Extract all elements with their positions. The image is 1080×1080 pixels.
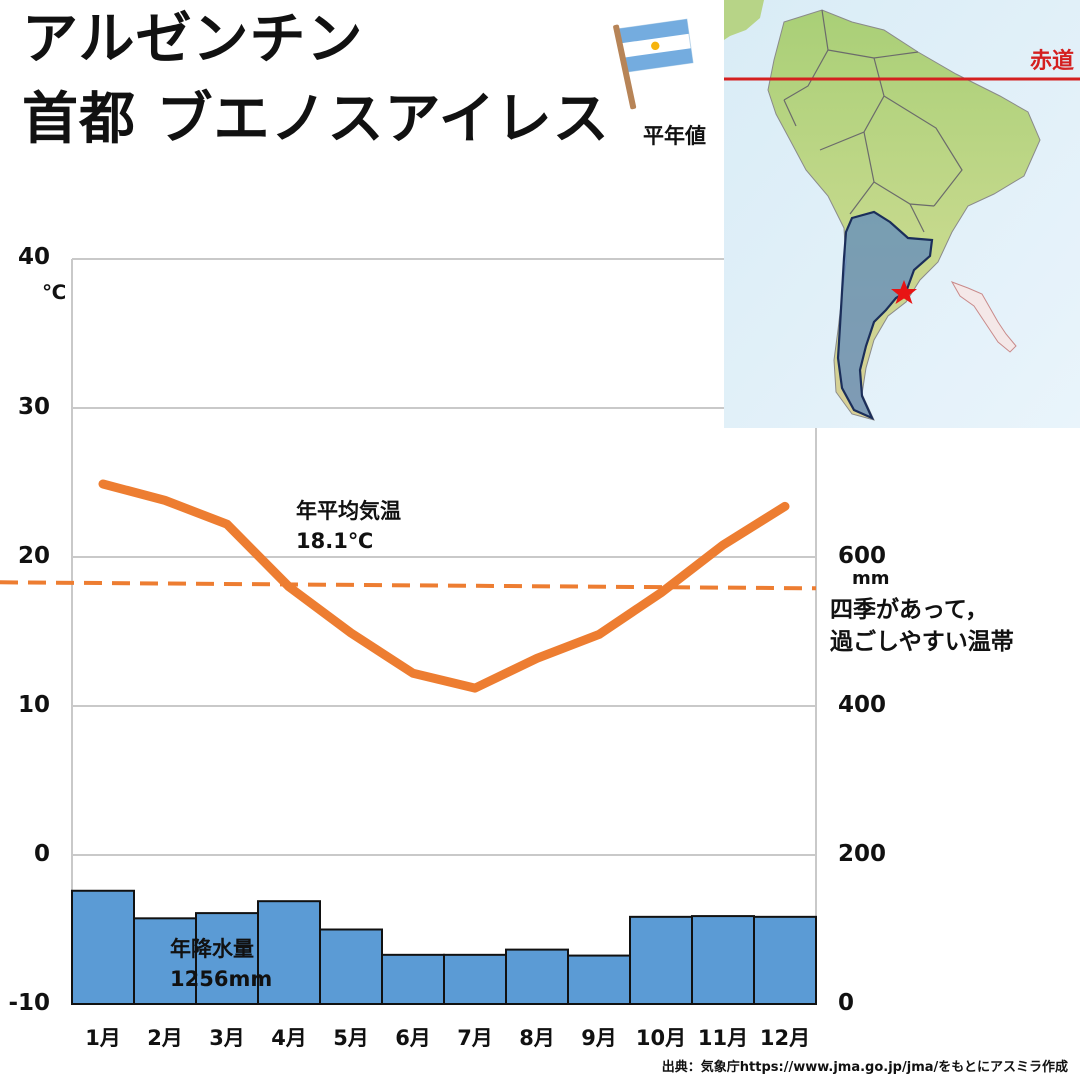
precipitation-bar bbox=[71, 889, 135, 1006]
left-axis-unit: ℃ bbox=[42, 280, 67, 304]
month-label: 1月 bbox=[85, 1026, 121, 1050]
month-label: 6月 bbox=[395, 1026, 431, 1050]
south-america-map: 赤道 bbox=[724, 0, 1080, 428]
precipitation-bar bbox=[753, 915, 817, 1006]
precipitation-bar bbox=[443, 953, 507, 1006]
right-axis-unit: mm bbox=[852, 568, 890, 589]
argentina-highlight bbox=[836, 210, 934, 421]
month-label: 4月 bbox=[271, 1026, 307, 1050]
temperature-line bbox=[98, 479, 790, 693]
climate-note-line1: 四季があって， bbox=[830, 597, 989, 623]
month-label: 9月 bbox=[581, 1026, 617, 1050]
subtitle-normal-values: 平年値 bbox=[643, 124, 706, 148]
mean-temp-value: 18.1℃ bbox=[296, 529, 374, 553]
left-axis-tick-0: 0 bbox=[33, 841, 50, 867]
continent-land bbox=[767, 9, 1041, 421]
month-label: 5月 bbox=[333, 1026, 369, 1050]
precipitation-bar bbox=[381, 953, 445, 1006]
page-title-capital: 首都 ブエノスアイレス bbox=[22, 87, 610, 152]
annual-precip-value: 1256mm bbox=[170, 967, 273, 991]
left-axis-tick-30: 30 bbox=[17, 394, 50, 420]
falkland-islands bbox=[950, 281, 1017, 353]
precipitation-bar bbox=[567, 954, 631, 1006]
precipitation-bar bbox=[629, 915, 693, 1006]
month-label: 2月 bbox=[147, 1026, 183, 1050]
right-axis-tick-600: 600 bbox=[838, 543, 887, 569]
climate-note-line2: 過ごしやすい温帯 bbox=[830, 629, 1014, 655]
capital-star-icon bbox=[891, 280, 917, 304]
precipitation-bar bbox=[319, 928, 383, 1005]
month-label: 7月 bbox=[457, 1026, 493, 1050]
left-axis-tick-10: 10 bbox=[17, 692, 50, 718]
source-credit: 出典：気象庁https://www.jma.go.jp/jma/をもとにアスミラ… bbox=[661, 1060, 1069, 1075]
annual-precip-label: 年降水量 bbox=[170, 937, 254, 961]
precipitation-bar bbox=[505, 948, 569, 1005]
month-label: 10月 bbox=[635, 1026, 687, 1050]
argentina-flag-icon bbox=[613, 18, 694, 110]
right-axis-tick-200: 200 bbox=[838, 841, 887, 867]
country-borders bbox=[783, 9, 963, 233]
grid-lines bbox=[71, 258, 817, 1005]
central-america-land bbox=[724, 0, 764, 40]
page-title-country: アルゼンチン bbox=[22, 7, 364, 72]
left-axis-tick-minus10: -10 bbox=[8, 990, 50, 1016]
mean-temperature-line bbox=[0, 580, 817, 591]
precipitation-bar bbox=[133, 917, 197, 1006]
month-label: 3月 bbox=[209, 1026, 245, 1050]
precipitation-bars bbox=[71, 889, 817, 1006]
equator-label: 赤道 bbox=[1030, 48, 1074, 74]
left-axis-tick-20: 20 bbox=[17, 543, 50, 569]
month-label: 8月 bbox=[519, 1026, 555, 1050]
left-axis-tick-40: 40 bbox=[17, 244, 50, 270]
mean-temp-label: 年平均気温 bbox=[296, 499, 401, 523]
right-axis-tick-0: 0 bbox=[838, 990, 855, 1016]
right-axis-tick-400: 400 bbox=[838, 692, 887, 718]
mean-temperature-dashed-line bbox=[0, 580, 817, 591]
month-label: 11月 bbox=[697, 1026, 749, 1050]
month-label: 12月 bbox=[759, 1026, 811, 1050]
temperature-series-line bbox=[98, 479, 790, 693]
precipitation-bar bbox=[691, 915, 755, 1006]
